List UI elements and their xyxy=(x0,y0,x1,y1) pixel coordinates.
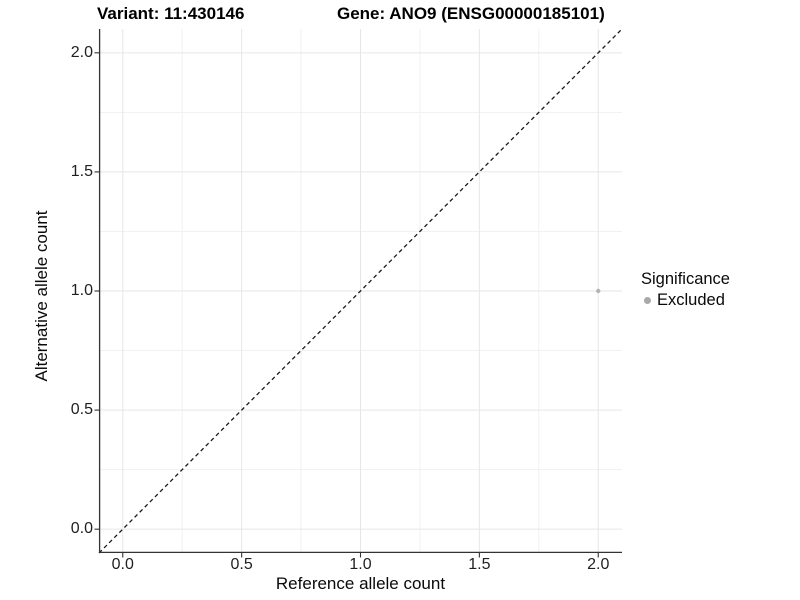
x-tick-label: 0.5 xyxy=(230,556,253,573)
legend-title: Significance xyxy=(641,270,730,288)
x-tick-label: 1.5 xyxy=(468,556,491,573)
plot-title-gene: Gene: ANO9 (ENSG00000185101) xyxy=(337,4,605,23)
data-point xyxy=(596,288,601,294)
x-tick-label: 1.0 xyxy=(349,556,372,573)
legend-point-icon xyxy=(644,297,651,304)
legend-entry-label: Excluded xyxy=(657,291,725,309)
x-axis-title: Reference allele count xyxy=(275,574,446,593)
y-tick-label: 1.5 xyxy=(70,162,93,180)
y-axis-title: Alternative allele count xyxy=(32,210,51,382)
legend-entry-excluded: Excluded xyxy=(641,290,730,311)
x-tick-label: 2.0 xyxy=(587,556,610,573)
legend: Significance Excluded xyxy=(641,269,730,311)
y-tick-label: 0.0 xyxy=(70,520,93,538)
y-tick-label: 1.0 xyxy=(70,282,93,299)
x-tick-label: 0.0 xyxy=(111,556,134,573)
plot-panel xyxy=(94,28,623,558)
identity-dashed-line xyxy=(98,28,623,554)
y-tick-label: 2.0 xyxy=(70,43,93,61)
y-tick-label: 0.5 xyxy=(70,401,93,419)
plot-title-variant: Variant: 11:430146 xyxy=(97,4,245,23)
